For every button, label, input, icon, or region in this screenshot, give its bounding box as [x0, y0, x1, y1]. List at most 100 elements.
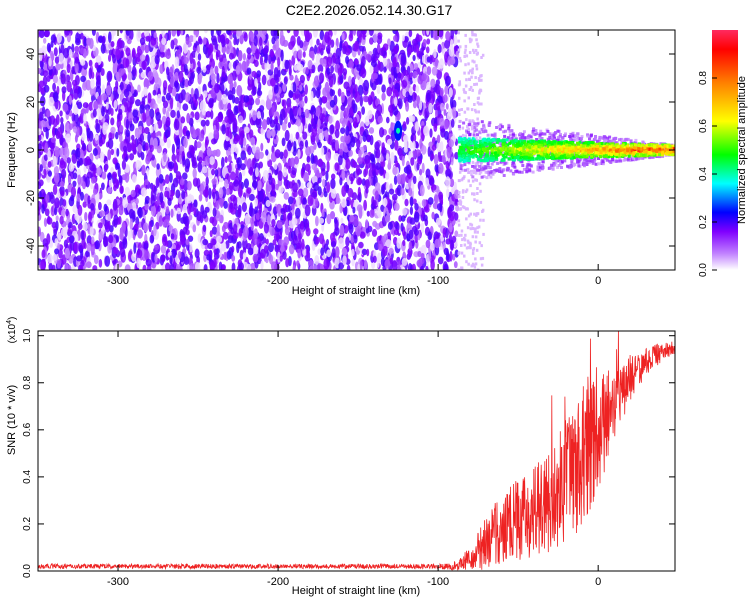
heatmap-cell: [123, 145, 127, 152]
heatmap-cell: [269, 254, 273, 265]
heatmap-cell: [38, 111, 44, 122]
heatmap-cell: [374, 182, 381, 192]
heatmap-cell: [144, 203, 150, 211]
heatmap-cell: [464, 207, 468, 211]
heatmap-cell: [450, 30, 455, 40]
heatmap-cell: [416, 62, 422, 69]
heatmap-cell: [475, 171, 478, 175]
heatmap-cell: [136, 249, 143, 259]
heatmap-cell: [398, 215, 403, 222]
heatmap-cell: [396, 237, 402, 249]
heatmap-cell: [329, 88, 334, 97]
heatmap-cell: [460, 244, 463, 247]
heatmap-cell: [492, 134, 496, 138]
heatmap-cell: [122, 73, 127, 81]
heatmap-cell: [603, 140, 607, 144]
heatmap-cell: [121, 159, 126, 170]
heatmap-cell: [366, 210, 370, 217]
heatmap-cell: [470, 223, 474, 227]
heatmap-cell: [125, 47, 131, 57]
heatmap-cell: [44, 84, 50, 93]
heatmap-cell: [364, 259, 368, 270]
heatmap-cell: [320, 146, 325, 156]
heatmap-cell: [438, 97, 443, 104]
heatmap-cell: [256, 236, 262, 249]
heatmap-cell: [388, 203, 392, 214]
heatmap-cell: [311, 175, 318, 184]
heatmap-cell: [144, 44, 150, 54]
heatmap-cell: [465, 54, 469, 58]
heatmap-cell: [49, 50, 54, 57]
heatmap-cell: [238, 262, 244, 270]
heatmap-cell: [459, 45, 462, 49]
heatmap-cell: [457, 31, 460, 35]
heatmap-cell: [202, 224, 207, 233]
heatmap-cell: [197, 53, 202, 61]
heatmap-cell: [211, 178, 217, 185]
heatmap-cell: [80, 230, 85, 241]
heatmap-cell: [69, 235, 75, 244]
heatmap-cell: [380, 155, 384, 162]
heatmap-cell: [579, 157, 583, 161]
heatmap-cell: [463, 51, 467, 55]
heatmap-cell: [255, 117, 262, 129]
heatmap-cell: [344, 107, 349, 119]
heatmap-cell: [234, 96, 240, 105]
heatmap-cell: [401, 207, 408, 216]
heatmap-cell: [467, 179, 470, 183]
spectrogram-plot-area: [38, 30, 675, 270]
heatmap-cell: [513, 133, 517, 137]
heatmap-cell: [463, 71, 466, 75]
heatmap-cell: [442, 227, 446, 239]
heatmap-cell: [326, 67, 331, 75]
heatmap-cell: [209, 58, 216, 70]
heatmap-cell: [449, 250, 453, 262]
heatmap-cell: [295, 78, 300, 87]
heatmap-cell: [89, 87, 95, 96]
heatmap-cell: [279, 255, 283, 262]
heatmap-cell: [478, 78, 481, 82]
heatmap-cell: [346, 90, 351, 97]
heatmap-cell: [402, 239, 406, 247]
heatmap-cell: [181, 190, 186, 200]
heatmap-cell: [471, 262, 475, 266]
heatmap-cell: [55, 130, 61, 140]
heatmap-cell: [393, 175, 398, 185]
heatmap-cell: [171, 153, 177, 162]
heatmap-cell: [190, 126, 195, 136]
heatmap-cell: [430, 259, 435, 270]
heatmap-cell: [458, 56, 462, 60]
heatmap-cell: [57, 232, 62, 241]
heatmap-cell: [416, 162, 420, 171]
heatmap-cell: [94, 62, 99, 69]
heatmap-cell: [54, 68, 58, 76]
heatmap-cell: [214, 169, 219, 177]
heatmap-cell: [464, 63, 467, 67]
heatmap-cell: [228, 94, 234, 101]
heatmap-cell: [100, 68, 105, 76]
heatmap-cell: [205, 119, 210, 127]
heatmap-cell: [458, 170, 462, 174]
heatmap-cell: [361, 55, 366, 67]
heatmap-cell: [94, 240, 100, 250]
heatmap-cell: [73, 88, 79, 100]
heatmap-cell: [90, 181, 94, 190]
heatmap-cell: [153, 224, 157, 237]
heatmap-cell: [101, 182, 105, 191]
heatmap-cell: [248, 193, 255, 202]
heatmap-cell: [175, 189, 181, 199]
heatmap-cell: [339, 40, 343, 52]
heatmap-cell: [272, 239, 277, 246]
heatmap-cell: [95, 118, 99, 125]
heatmap-cell: [377, 252, 382, 263]
heatmap-cell: [471, 88, 474, 92]
heatmap-cell: [412, 91, 417, 103]
heatmap-cell: [485, 176, 489, 180]
heatmap-cell: [575, 132, 579, 136]
heatmap-cell: [430, 153, 435, 160]
heatmap-cell: [325, 151, 332, 162]
heatmap-cell: [277, 69, 281, 78]
heatmap-cell: [437, 203, 443, 211]
heatmap-cell: [461, 238, 464, 242]
heatmap-cell: [202, 210, 208, 219]
